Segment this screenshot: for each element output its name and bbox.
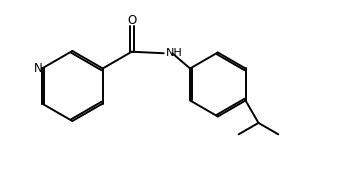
- Text: O: O: [127, 14, 136, 27]
- Text: N: N: [34, 62, 43, 75]
- Text: NH: NH: [166, 48, 183, 58]
